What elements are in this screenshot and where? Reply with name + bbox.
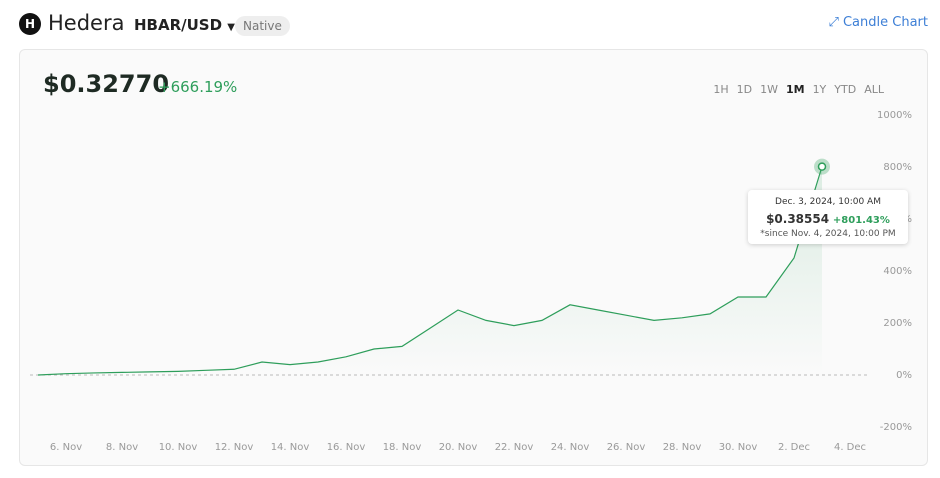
x-tick-label: 26. Nov [607,442,646,453]
x-tick-label: 22. Nov [495,442,534,453]
change: +666.19% [158,78,238,96]
x-tick-label: 8. Nov [106,442,138,453]
x-tick-label: 10. Nov [159,442,198,453]
x-tick-label: 16. Nov [327,442,366,453]
x-tick-label: 18. Nov [383,442,422,453]
asset-name: Hedera [48,11,125,35]
x-tick-label: 6. Nov [50,442,82,453]
x-tick-label: 2. Dec [778,442,810,453]
area [38,166,822,375]
y-tick-label: 0% [896,370,912,381]
x-tick-label: 24. Nov [551,442,590,453]
pair-select[interactable]: HBAR/USD ▼ [134,16,235,34]
hover-point [817,162,827,171]
y-tick-label: -200% [880,422,912,433]
range-button[interactable]: 1Y [812,83,827,96]
y-tick-label: 400% [883,266,912,277]
price: $0.32770 [43,70,170,98]
y-tick-label: 1000% [877,110,912,121]
x-tick-label: 20. Nov [439,442,478,453]
tooltip-price: $0.38554 [766,212,830,226]
pair: HBAR/USD [134,16,223,34]
y-tick-label: 800% [883,162,912,173]
tooltip-change: +801.43% [832,215,890,226]
range-button[interactable]: YTD [834,83,857,96]
x-tick-label: 30. Nov [719,442,758,453]
range-buttons: 1H 1D 1W 1M 1Y YTD ALL [713,83,884,96]
badge: Native [235,16,290,36]
candle-link[interactable]: ⤢ Candle Chart [828,15,928,30]
candle-text: Candle Chart [842,15,928,30]
tooltip-since: *since Nov. 4, 2024, 10:00 PM [760,229,896,239]
logo: H [19,13,41,35]
range-button[interactable]: 1M [785,83,805,96]
line [37,166,823,376]
range-button[interactable]: 1H [713,83,729,96]
tooltip-date: Dec. 3, 2024, 10:00 AM [775,197,881,207]
x-tick-label: 12. Nov [215,442,254,453]
chart-card [19,49,928,466]
x-tick-label: 28. Nov [663,442,702,453]
range-button[interactable]: ALL [864,83,884,96]
x-tick-label: 14. Nov [271,442,310,453]
x-tick-label: 4. Dec [834,442,866,453]
range-button[interactable]: 1W [760,83,778,96]
y-tick-label: 200% [883,318,912,329]
range-button[interactable]: 1D [736,83,753,96]
tooltip: Dec. 3, 2024, 10:00 AM $0.38554 +801.43%… [748,190,908,244]
